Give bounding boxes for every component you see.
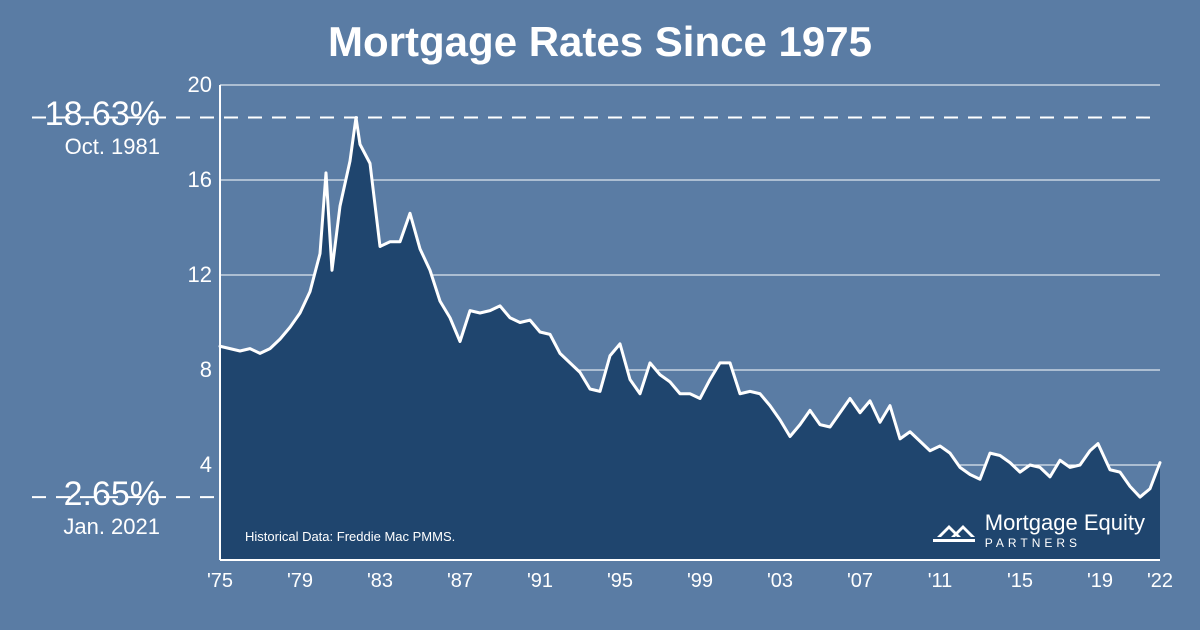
x-tick: '11 <box>915 570 965 593</box>
data-credit: Historical Data: Freddie Mac PMMS. <box>245 529 455 544</box>
brand-logo: Mortgage Equity PARTNERS <box>931 510 1145 550</box>
y-tick: 20 <box>172 72 212 98</box>
x-tick: '03 <box>755 570 805 593</box>
y-tick: 4 <box>172 452 212 478</box>
x-tick: '83 <box>355 570 405 593</box>
x-tick: '99 <box>675 570 725 593</box>
x-tick: '07 <box>835 570 885 593</box>
y-tick: 16 <box>172 167 212 193</box>
x-tick: '79 <box>275 570 325 593</box>
x-tick: '15 <box>995 570 1045 593</box>
logo-mark-icon <box>931 515 977 545</box>
logo-line1: Mortgage Equity <box>985 510 1145 536</box>
logo-line2: PARTNERS <box>985 536 1145 550</box>
y-tick: 8 <box>172 357 212 383</box>
x-tick: '75 <box>195 570 245 593</box>
x-tick: '19 <box>1075 570 1125 593</box>
x-tick: '91 <box>515 570 565 593</box>
x-tick: '95 <box>595 570 645 593</box>
x-tick: '87 <box>435 570 485 593</box>
y-tick: 12 <box>172 262 212 288</box>
x-tick: '22 <box>1135 570 1185 593</box>
